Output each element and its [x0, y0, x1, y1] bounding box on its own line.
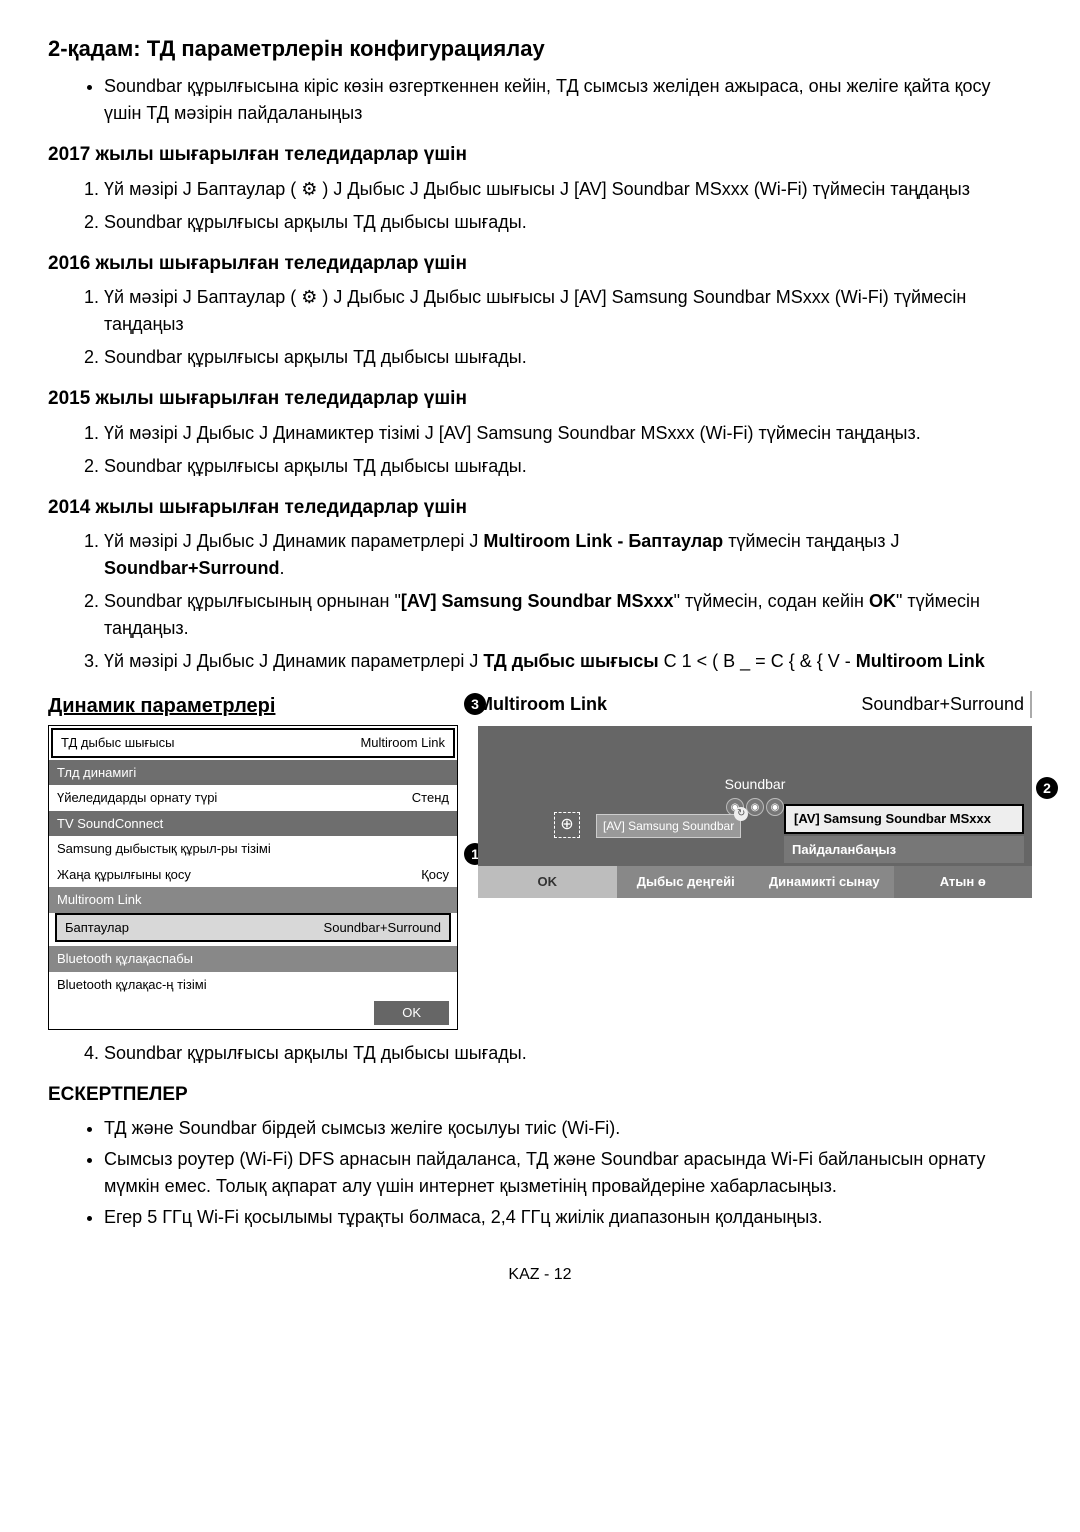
refresh-icon[interactable]: ↻	[734, 807, 748, 821]
y2014-step3: Үй мәзірі Ј Дыбыс Ј Динамик параметрлері…	[104, 648, 1032, 675]
footer-test[interactable]: Динамикті сынау	[755, 866, 894, 898]
y2014-step2: Soundbar құрылғысының орнынан "[AV] Sams…	[104, 588, 1032, 642]
y2017-step2: Soundbar құрылғысы арқылы ТД дыбысы шыға…	[104, 209, 1032, 236]
speaker-params-panel: Динамик параметрлері ТД дыбыс шығысы Mul…	[48, 691, 458, 1030]
note-1: ТД және Soundbar бірдей сымсыз желіге қо…	[104, 1115, 1032, 1142]
footer-volume[interactable]: Дыбыс деңгейі	[617, 866, 756, 898]
speaker-params-title: Динамик параметрлері	[48, 691, 458, 721]
page-number: KAZ - 12	[48, 1263, 1032, 1287]
y2016-step1: Үй мәзірі Ј Баптаулар ( ⚙ ) Ј Дыбыс Ј Ды…	[104, 284, 1032, 338]
device-chip[interactable]: [AV] Samsung Soundbar ↻	[596, 814, 741, 838]
step2-intro: Soundbar құрылғысына кіріс көзін өзгертк…	[104, 73, 1032, 127]
add-icon[interactable]: ⊕	[554, 812, 580, 838]
ok-button[interactable]: OK	[374, 1001, 449, 1025]
note-3: Егер 5 ГГц Wi-Fi қосылымы тұрақты болмас…	[104, 1204, 1032, 1231]
y2014-step1: Үй мәзірі Ј Дыбыс Ј Динамик параметрлері…	[104, 528, 1032, 582]
step2-title: 2-қадам: ТД параметрлерін конфигурацияла…	[48, 32, 1032, 65]
device-option-none[interactable]: Пайдаланбаңыз	[784, 836, 1024, 864]
y2016-step2: Soundbar құрылғысы арқылы ТД дыбысы шыға…	[104, 344, 1032, 371]
heading-2017: 2017 жылы шығарылған теледидарлар үшін	[48, 141, 1032, 170]
footer-ok[interactable]: OK	[478, 866, 617, 898]
device-option-selected[interactable]: [AV] Samsung Soundbar MSxxx	[784, 804, 1024, 834]
multiroom-panel: Multiroom Link Soundbar+Surround Soundba…	[478, 691, 1032, 898]
heading-2014: 2014 жылы шығарылған теледидарлар үшін	[48, 494, 1032, 523]
y2015-step2: Soundbar құрылғысы арқылы ТД дыбысы шыға…	[104, 453, 1032, 480]
heading-2016: 2016 жылы шығарылған теледидарлар үшін	[48, 250, 1032, 279]
note-2: Сымсыз роутер (Wi-Fi) DFS арнасын пайдал…	[104, 1146, 1032, 1200]
badge-2: 2	[1036, 777, 1058, 799]
y2015-step1: Үй мәзірі Ј Дыбыс Ј Динамиктер тізімі Ј …	[104, 420, 1032, 447]
footer-rename[interactable]: Атын ө	[894, 866, 1033, 898]
y2017-step1: Үй мәзірі Ј Баптаулар ( ⚙ ) Ј Дыбыс Ј Ды…	[104, 176, 1032, 203]
y2014-step4: Soundbar құрылғысы арқылы ТД дыбысы шыға…	[104, 1040, 1032, 1067]
heading-2015: 2015 жылы шығарылған теледидарлар үшін	[48, 385, 1032, 414]
notes-title: ЕСКЕРТПЕЛЕР	[48, 1081, 1032, 1110]
